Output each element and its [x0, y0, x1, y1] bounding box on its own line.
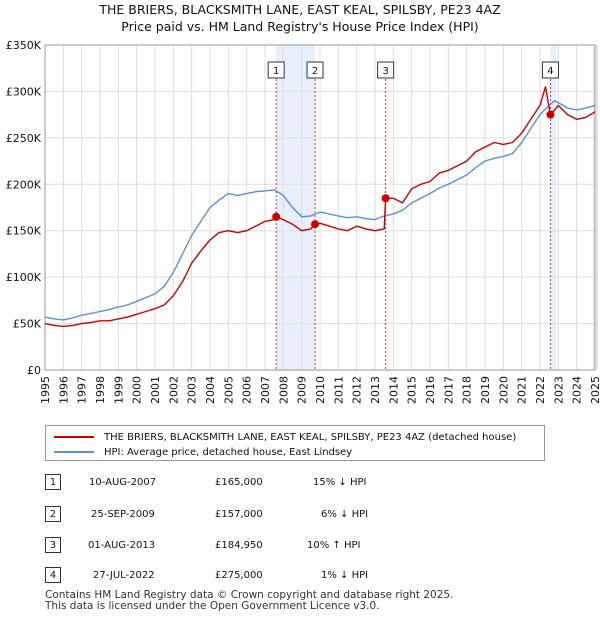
property-price-line	[44, 86, 596, 328]
y-tick-label: £100K	[6, 271, 42, 284]
transaction-hpi: 6% ↓ HPI	[321, 509, 369, 520]
transaction-date: 27-JUL-2022	[93, 570, 155, 581]
transaction-price: £184,950	[215, 540, 263, 551]
chart-subtitle: Price paid vs. HM Land Registry's House …	[121, 19, 479, 34]
sale-point	[546, 110, 555, 119]
x-tick-label: 2008	[277, 376, 290, 404]
x-tick-label: 2004	[204, 376, 217, 404]
x-tick-label: 2006	[241, 376, 254, 404]
x-tick-label: 1997	[76, 376, 89, 404]
x-tick-label: 2003	[186, 376, 199, 404]
x-tick-label: 2000	[131, 376, 144, 404]
x-tick-label: 2025	[589, 376, 600, 404]
shaded-period	[276, 45, 316, 370]
transaction-date: 10-AUG-2007	[89, 477, 157, 488]
sale-marker-box	[306, 61, 324, 79]
legend-swatch-hpi	[54, 451, 94, 453]
sale-marker-box	[541, 61, 559, 79]
transaction-date: 25-SEP-2009	[91, 509, 155, 520]
hpi-line	[44, 99, 596, 321]
x-tick-label: 2017	[442, 376, 455, 404]
legend: THE BRIERS, BLACKSMITH LANE, EAST KEAL, …	[45, 425, 545, 461]
x-tick-label: 1998	[94, 376, 107, 404]
x-tick-label: 2023	[552, 376, 565, 404]
sale-marker-box	[377, 61, 395, 79]
sale-marker-box	[267, 61, 285, 79]
sale-marker-label: 2	[312, 66, 318, 77]
x-tick-label: 2018	[461, 376, 474, 404]
transaction-hpi: 1% ↓ HPI	[321, 570, 369, 581]
transaction-price: £275,000	[215, 570, 263, 581]
x-tick-label: 2005	[222, 376, 235, 404]
y-tick-label: £300K	[6, 85, 42, 98]
transaction-date: 01-AUG-2013	[88, 540, 156, 551]
x-tick-label: 2024	[571, 376, 584, 404]
x-tick-label: 2011	[332, 376, 345, 404]
legend-item-hpi: HPI: Average price, detached house, East…	[54, 445, 352, 459]
legend-label-hpi: HPI: Average price, detached house, East…	[104, 446, 353, 458]
y-tick-label: £50K	[13, 318, 42, 331]
transaction-price: £157,000	[215, 509, 263, 520]
x-tick-label: 2007	[259, 376, 272, 404]
plot-frame	[44, 44, 596, 371]
sale-marker-label: 1	[273, 66, 279, 77]
x-tick-label: 2022	[534, 376, 547, 404]
legend-label-property: THE BRIERS, BLACKSMITH LANE, EAST KEAL, …	[104, 431, 517, 443]
y-tick-label: £350K	[6, 39, 42, 52]
x-tick-label: 2020	[497, 376, 510, 404]
legend-swatch-property	[54, 436, 94, 438]
transaction-price: £165,000	[215, 477, 263, 488]
y-tick-label: £150K	[6, 225, 42, 238]
price-chart: 1 2 3 4 £0 £50K £100K £150K £200K £250K £300K £350K…	[6, 39, 600, 404]
transaction-badge: 2	[45, 506, 61, 522]
x-tick-label: 1995	[39, 376, 52, 404]
y-tick-label: £250K	[6, 132, 42, 145]
sale-point	[272, 212, 281, 221]
x-tick-label: 1999	[112, 376, 125, 404]
x-tick-label: 2001	[149, 376, 162, 404]
x-tick-label: 1996	[57, 376, 70, 404]
sale-marker-label: 3	[382, 66, 388, 77]
legend-item-property: THE BRIERS, BLACKSMITH LANE, EAST KEAL, …	[54, 430, 516, 444]
y-tick-label: £200K	[6, 178, 42, 191]
transaction-badge: 3	[45, 537, 61, 553]
x-tick-label: 2015	[406, 376, 419, 404]
footer: Contains HM Land Registry data © Crown c…	[45, 590, 453, 612]
chart-title: THE BRIERS, BLACKSMITH LANE, EAST KEAL, …	[99, 2, 501, 17]
transaction-hpi: 10% ↑ HPI	[307, 540, 361, 551]
shaded-period	[550, 45, 557, 370]
x-tick-label: 2012	[351, 376, 364, 404]
x-tick-label: 2016	[424, 376, 437, 404]
x-tick-label: 2010	[314, 376, 327, 404]
x-tick-label: 2019	[479, 376, 492, 404]
transaction-badge: 4	[45, 567, 61, 583]
x-tick-label: 2021	[516, 376, 529, 404]
sale-point	[381, 194, 390, 203]
sale-point	[311, 220, 320, 229]
footer-line-2: This data is licensed under the Open Gov…	[45, 600, 380, 612]
x-tick-label: 2013	[369, 376, 382, 404]
sale-marker-label: 4	[547, 66, 553, 77]
footer-line-1: Contains HM Land Registry data © Crown c…	[45, 589, 454, 601]
x-tick-label: 2009	[296, 376, 309, 404]
transaction-badge: 1	[45, 474, 61, 490]
y-tick-label: £0	[27, 364, 41, 377]
x-tick-label: 2014	[387, 376, 400, 404]
x-tick-label: 2002	[167, 376, 180, 404]
transaction-hpi: 15% ↓ HPI	[313, 477, 367, 488]
